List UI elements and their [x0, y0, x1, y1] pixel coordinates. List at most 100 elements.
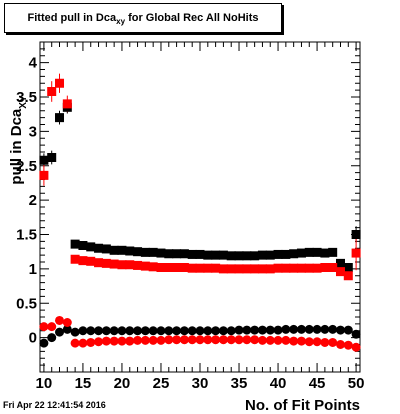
data-point-circle	[109, 326, 119, 336]
data-point-circle	[172, 326, 182, 336]
chart-title: Fitted pull in Dcaxy for Global Rec All …	[5, 12, 281, 26]
data-point-circle	[47, 322, 57, 332]
data-point-square	[218, 250, 228, 260]
data-point-square	[125, 246, 135, 256]
data-point-square	[86, 242, 96, 252]
data-point-circle	[195, 326, 205, 336]
data-point-circle	[78, 338, 88, 348]
y-axis-label-sub: XY	[18, 95, 29, 109]
data-point-square	[86, 256, 96, 266]
data-point-circle	[187, 326, 197, 336]
data-point-square	[351, 230, 361, 239]
data-point-square	[203, 263, 213, 273]
data-point-circle	[148, 335, 158, 345]
data-point-circle	[109, 336, 119, 346]
data-point-square	[273, 263, 283, 273]
data-point-circle	[70, 338, 80, 348]
data-point-square	[296, 248, 306, 258]
x-tick-label: 50	[348, 375, 365, 392]
error-bars	[43, 73, 357, 351]
data-point-circle	[156, 335, 166, 345]
data-point-circle	[218, 335, 228, 345]
data-point-square	[242, 264, 252, 274]
x-tick-label: 10	[36, 375, 53, 392]
data-point-circle	[281, 324, 291, 334]
data-point-circle	[289, 336, 299, 346]
data-point-square	[328, 247, 338, 257]
data-point-square	[328, 263, 338, 272]
data-point-circle	[257, 335, 267, 345]
data-points	[39, 78, 361, 352]
data-point-square	[203, 250, 213, 260]
data-point-circle	[234, 335, 244, 345]
data-point-square	[148, 247, 158, 257]
data-point-square	[234, 251, 244, 261]
data-point-square	[164, 249, 174, 259]
data-point-circle	[296, 324, 306, 334]
chart-title-box: Fitted pull in Dcaxy for Global Rec All …	[4, 3, 282, 33]
data-point-circle	[234, 325, 244, 335]
x-axis-label: No. of Fit Points	[245, 397, 360, 414]
data-point-circle	[187, 335, 197, 345]
data-point-circle	[125, 326, 135, 336]
data-point-square	[234, 264, 244, 274]
data-point-square	[218, 264, 228, 274]
x-tick-label: 40	[270, 375, 287, 392]
data-point-square	[335, 258, 345, 268]
data-point-circle	[62, 324, 72, 334]
title-main: Fitted pull in Dca	[27, 12, 117, 24]
data-point-square	[226, 251, 236, 261]
data-point-square	[133, 260, 143, 270]
title-subscript: xy	[116, 17, 126, 27]
x-tick-label: 30	[192, 375, 209, 392]
data-point-circle	[148, 326, 158, 336]
data-point-square	[133, 247, 143, 257]
data-point-circle	[164, 335, 174, 345]
data-point-square	[109, 245, 119, 255]
y-tick-label: 3.5	[16, 89, 37, 106]
data-point-square	[343, 271, 353, 281]
y-axis-label-main: pull in Dca	[8, 108, 25, 185]
data-point-square	[281, 263, 291, 273]
data-point-square	[164, 263, 174, 272]
data-point-circle	[101, 326, 111, 336]
data-point-circle	[140, 335, 150, 345]
data-point-square	[289, 249, 299, 259]
data-point-square	[47, 87, 57, 96]
data-point-circle	[179, 335, 189, 345]
data-point-circle	[312, 337, 322, 347]
data-point-circle	[351, 342, 361, 352]
data-point-circle	[101, 336, 111, 346]
data-point-square	[343, 263, 353, 272]
data-point-square	[242, 251, 252, 261]
data-point-square	[187, 249, 197, 259]
data-point-circle	[78, 326, 88, 336]
data-point-circle	[304, 337, 314, 347]
data-point-circle	[343, 340, 353, 350]
data-point-square	[195, 249, 205, 259]
y-tick-label: 0	[29, 330, 37, 347]
y-tick-label: 0.5	[16, 295, 37, 312]
data-point-circle	[47, 333, 57, 343]
data-point-circle	[281, 335, 291, 345]
data-point-square	[320, 248, 330, 258]
data-point-circle	[133, 326, 143, 336]
data-point-square	[250, 264, 260, 274]
data-point-circle	[265, 325, 275, 335]
data-point-square	[94, 258, 104, 268]
data-point-square	[117, 245, 127, 255]
data-point-circle	[226, 335, 236, 345]
data-point-circle	[94, 326, 104, 336]
data-point-circle	[257, 325, 267, 335]
data-point-circle	[335, 340, 345, 349]
data-point-circle	[86, 326, 96, 336]
y-tick-label: 4	[29, 55, 38, 72]
y-tick-label: 1.5	[16, 227, 37, 244]
x-tick-label: 15	[75, 375, 92, 392]
data-point-circle	[62, 318, 72, 327]
data-point-square	[257, 250, 267, 260]
data-point-square	[172, 249, 182, 259]
data-point-circle	[250, 335, 260, 345]
data-point-circle	[328, 337, 338, 347]
y-tick-label: 2.5	[16, 158, 37, 175]
